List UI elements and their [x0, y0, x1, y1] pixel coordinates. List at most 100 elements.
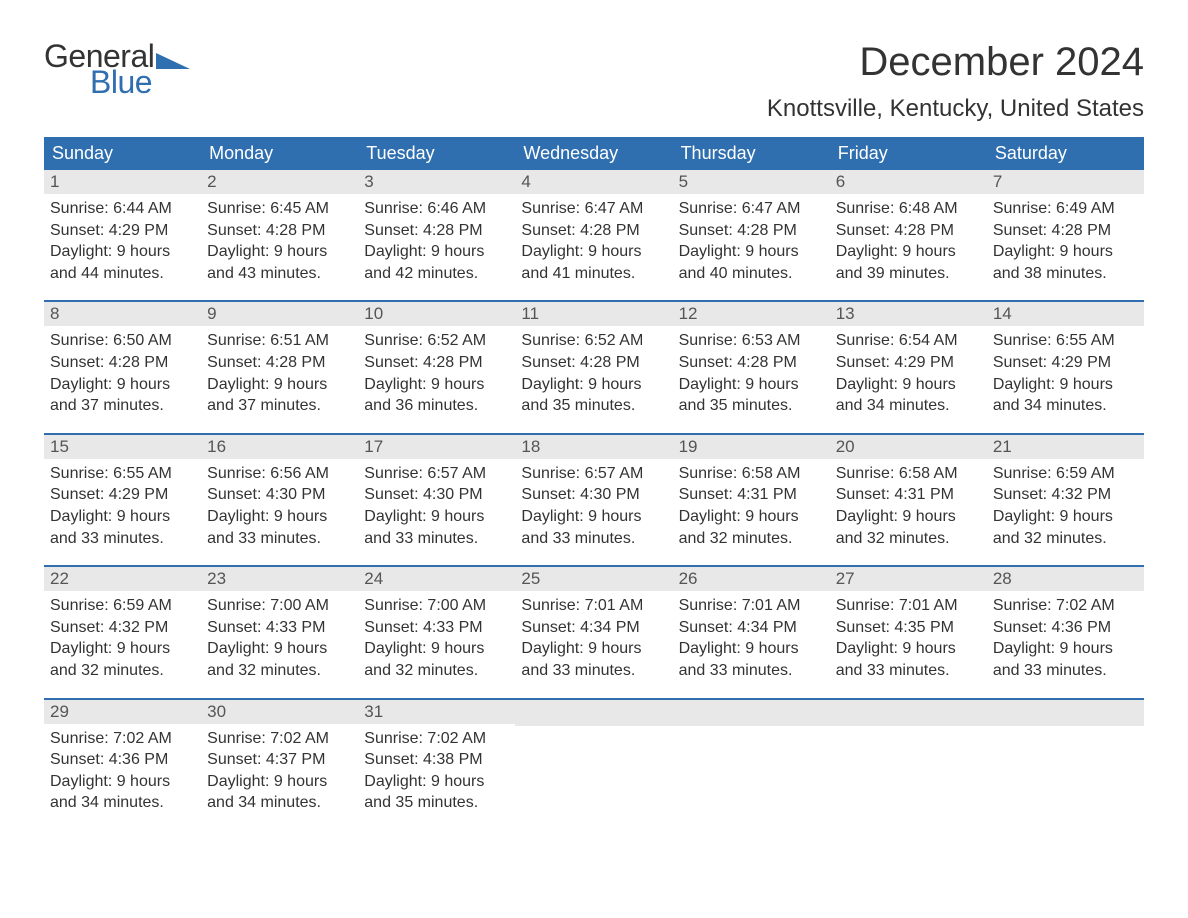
- day-d1: Daylight: 9 hours: [207, 241, 352, 263]
- day-details: Sunrise: 6:47 AMSunset: 4:28 PMDaylight:…: [673, 194, 830, 300]
- day-number: 4: [515, 170, 672, 194]
- day-d1: Daylight: 9 hours: [993, 506, 1138, 528]
- day-sr: Sunrise: 6:52 AM: [521, 330, 666, 352]
- day-details: Sunrise: 6:55 AMSunset: 4:29 PMDaylight:…: [44, 459, 201, 565]
- day-sr: Sunrise: 6:51 AM: [207, 330, 352, 352]
- day-number: 10: [358, 302, 515, 326]
- day-d2: and 33 minutes.: [521, 660, 666, 682]
- day-d2: and 44 minutes.: [50, 263, 195, 285]
- day-d2: and 40 minutes.: [679, 263, 824, 285]
- day-d2: and 32 minutes.: [993, 528, 1138, 550]
- day-sr: Sunrise: 6:55 AM: [993, 330, 1138, 352]
- day-d2: and 32 minutes.: [679, 528, 824, 550]
- day-ss: Sunset: 4:36 PM: [993, 617, 1138, 639]
- day-sr: Sunrise: 7:01 AM: [521, 595, 666, 617]
- calendar-day: 7Sunrise: 6:49 AMSunset: 4:28 PMDaylight…: [987, 170, 1144, 300]
- day-number: 21: [987, 435, 1144, 459]
- day-d1: Daylight: 9 hours: [364, 506, 509, 528]
- day-d2: and 35 minutes.: [364, 792, 509, 814]
- day-number: 8: [44, 302, 201, 326]
- day-d2: and 43 minutes.: [207, 263, 352, 285]
- day-d1: Daylight: 9 hours: [50, 771, 195, 793]
- day-sr: Sunrise: 6:53 AM: [679, 330, 824, 352]
- day-number: 24: [358, 567, 515, 591]
- calendar-day: 5Sunrise: 6:47 AMSunset: 4:28 PMDaylight…: [673, 170, 830, 300]
- day-number: 13: [830, 302, 987, 326]
- day-ss: Sunset: 4:29 PM: [836, 352, 981, 374]
- calendar-day: [673, 700, 830, 830]
- calendar-day: 8Sunrise: 6:50 AMSunset: 4:28 PMDaylight…: [44, 302, 201, 432]
- day-d1: Daylight: 9 hours: [364, 771, 509, 793]
- day-number: 2: [201, 170, 358, 194]
- location-subtitle: Knottsville, Kentucky, United States: [767, 95, 1144, 123]
- day-ss: Sunset: 4:32 PM: [993, 484, 1138, 506]
- day-sr: Sunrise: 6:58 AM: [679, 463, 824, 485]
- header-thursday: Thursday: [673, 137, 830, 170]
- day-sr: Sunrise: 7:02 AM: [207, 728, 352, 750]
- day-sr: Sunrise: 7:02 AM: [364, 728, 509, 750]
- day-details: Sunrise: 6:58 AMSunset: 4:31 PMDaylight:…: [673, 459, 830, 565]
- day-d2: and 35 minutes.: [521, 395, 666, 417]
- calendar-week: 8Sunrise: 6:50 AMSunset: 4:28 PMDaylight…: [44, 300, 1144, 432]
- calendar-day: 31Sunrise: 7:02 AMSunset: 4:38 PMDayligh…: [358, 700, 515, 830]
- calendar-week: 15Sunrise: 6:55 AMSunset: 4:29 PMDayligh…: [44, 433, 1144, 565]
- day-details: Sunrise: 7:00 AMSunset: 4:33 PMDaylight:…: [201, 591, 358, 697]
- header-tuesday: Tuesday: [358, 137, 515, 170]
- day-d2: and 38 minutes.: [993, 263, 1138, 285]
- day-d2: and 37 minutes.: [50, 395, 195, 417]
- day-sr: Sunrise: 6:56 AM: [207, 463, 352, 485]
- day-details: Sunrise: 7:00 AMSunset: 4:33 PMDaylight:…: [358, 591, 515, 697]
- day-sr: Sunrise: 7:01 AM: [836, 595, 981, 617]
- day-ss: Sunset: 4:30 PM: [521, 484, 666, 506]
- calendar-day: 9Sunrise: 6:51 AMSunset: 4:28 PMDaylight…: [201, 302, 358, 432]
- day-sr: Sunrise: 6:59 AM: [993, 463, 1138, 485]
- day-sr: Sunrise: 6:45 AM: [207, 198, 352, 220]
- day-details: Sunrise: 6:48 AMSunset: 4:28 PMDaylight:…: [830, 194, 987, 300]
- day-d1: Daylight: 9 hours: [993, 241, 1138, 263]
- calendar-day: [987, 700, 1144, 830]
- day-details: Sunrise: 7:02 AMSunset: 4:36 PMDaylight:…: [987, 591, 1144, 697]
- day-d2: and 33 minutes.: [521, 528, 666, 550]
- calendar-header-row: Sunday Monday Tuesday Wednesday Thursday…: [44, 137, 1144, 170]
- day-ss: Sunset: 4:31 PM: [679, 484, 824, 506]
- calendar-day: 28Sunrise: 7:02 AMSunset: 4:36 PMDayligh…: [987, 567, 1144, 697]
- header-sunday: Sunday: [44, 137, 201, 170]
- day-d1: Daylight: 9 hours: [993, 374, 1138, 396]
- day-d2: and 33 minutes.: [679, 660, 824, 682]
- day-details: Sunrise: 6:47 AMSunset: 4:28 PMDaylight:…: [515, 194, 672, 300]
- day-sr: Sunrise: 7:01 AM: [679, 595, 824, 617]
- day-ss: Sunset: 4:31 PM: [836, 484, 981, 506]
- calendar-day: 24Sunrise: 7:00 AMSunset: 4:33 PMDayligh…: [358, 567, 515, 697]
- calendar-day: 25Sunrise: 7:01 AMSunset: 4:34 PMDayligh…: [515, 567, 672, 697]
- day-number: [830, 700, 987, 726]
- day-ss: Sunset: 4:28 PM: [364, 352, 509, 374]
- day-ss: Sunset: 4:28 PM: [207, 220, 352, 242]
- day-number: 29: [44, 700, 201, 724]
- day-details: Sunrise: 6:49 AMSunset: 4:28 PMDaylight:…: [987, 194, 1144, 300]
- day-details: Sunrise: 6:52 AMSunset: 4:28 PMDaylight:…: [515, 326, 672, 432]
- day-d1: Daylight: 9 hours: [836, 241, 981, 263]
- day-number: 12: [673, 302, 830, 326]
- day-d1: Daylight: 9 hours: [207, 771, 352, 793]
- day-sr: Sunrise: 6:52 AM: [364, 330, 509, 352]
- day-number: [673, 700, 830, 726]
- day-sr: Sunrise: 6:46 AM: [364, 198, 509, 220]
- day-ss: Sunset: 4:28 PM: [521, 220, 666, 242]
- day-d1: Daylight: 9 hours: [207, 374, 352, 396]
- day-number: 25: [515, 567, 672, 591]
- header-wednesday: Wednesday: [515, 137, 672, 170]
- day-details: Sunrise: 6:59 AMSunset: 4:32 PMDaylight:…: [987, 459, 1144, 565]
- day-d1: Daylight: 9 hours: [521, 506, 666, 528]
- day-ss: Sunset: 4:28 PM: [364, 220, 509, 242]
- day-number: 22: [44, 567, 201, 591]
- day-sr: Sunrise: 6:50 AM: [50, 330, 195, 352]
- day-sr: Sunrise: 6:48 AM: [836, 198, 981, 220]
- calendar-day: 15Sunrise: 6:55 AMSunset: 4:29 PMDayligh…: [44, 435, 201, 565]
- day-ss: Sunset: 4:29 PM: [50, 220, 195, 242]
- day-sr: Sunrise: 6:57 AM: [364, 463, 509, 485]
- calendar-day: 19Sunrise: 6:58 AMSunset: 4:31 PMDayligh…: [673, 435, 830, 565]
- calendar-day: 11Sunrise: 6:52 AMSunset: 4:28 PMDayligh…: [515, 302, 672, 432]
- day-details: Sunrise: 6:59 AMSunset: 4:32 PMDaylight:…: [44, 591, 201, 697]
- calendar-week: 29Sunrise: 7:02 AMSunset: 4:36 PMDayligh…: [44, 698, 1144, 830]
- day-ss: Sunset: 4:28 PM: [50, 352, 195, 374]
